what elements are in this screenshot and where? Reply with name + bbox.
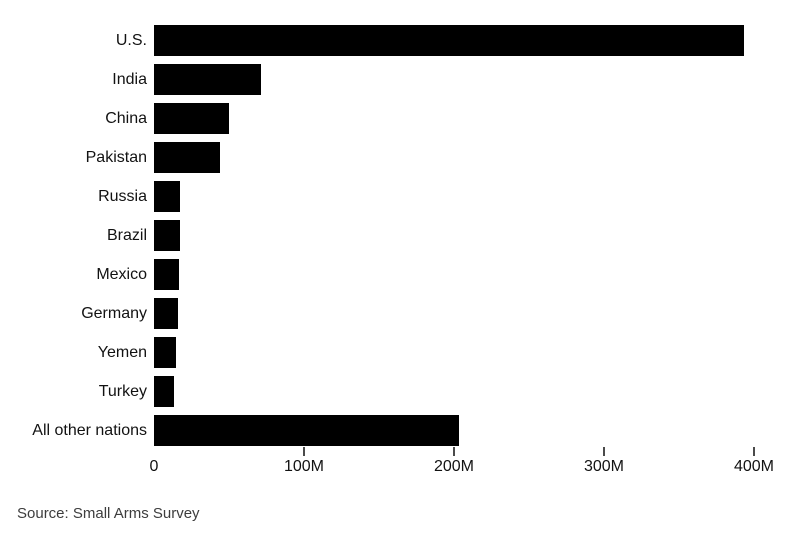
chart-row: Germany <box>0 294 802 333</box>
category-label: India <box>112 70 147 88</box>
category-label: Pakistan <box>85 148 147 166</box>
category-label: China <box>105 109 147 127</box>
category-label: Turkey <box>98 382 147 400</box>
bar <box>154 64 261 95</box>
chart-row: India <box>0 60 802 99</box>
chart-rows: U.S. India China Pakistan Russia Brazil Mexico… <box>0 21 802 450</box>
category-label: U.S. <box>115 31 147 49</box>
chart-row: Turkey <box>0 372 802 411</box>
chart-row: Mexico <box>0 255 802 294</box>
category-label: Mexico <box>96 265 147 283</box>
bar <box>154 376 174 407</box>
category-label: Brazil <box>106 226 147 244</box>
bar <box>154 337 177 368</box>
category-label: All other nations <box>32 421 147 439</box>
bar <box>154 142 220 173</box>
chart-row: U.S. <box>0 21 802 60</box>
chart-row: China <box>0 99 802 138</box>
category-label: Russia <box>98 187 147 205</box>
category-label: Germany <box>81 304 147 322</box>
x-axis-tick-label: 300M <box>583 458 625 475</box>
bar <box>154 25 744 56</box>
category-label: Yemen <box>97 343 147 361</box>
x-axis-tick-label: 100M <box>283 458 325 475</box>
x-axis-tick-label: 200M <box>433 458 475 475</box>
bar <box>154 415 459 446</box>
chart-row: Russia <box>0 177 802 216</box>
bar <box>154 220 181 251</box>
bar <box>154 298 178 329</box>
chart-row: Yemen <box>0 333 802 372</box>
bar <box>154 103 229 134</box>
chart-row: Brazil <box>0 216 802 255</box>
x-axis-tick-label: 0 <box>149 458 159 475</box>
chart-row: Pakistan <box>0 138 802 177</box>
source-note: Source: Small Arms Survey <box>17 505 200 522</box>
chart-row: All other nations <box>0 411 802 450</box>
bar <box>154 259 180 290</box>
x-axis-tick-label: 400M <box>733 458 775 475</box>
bar <box>154 181 181 212</box>
